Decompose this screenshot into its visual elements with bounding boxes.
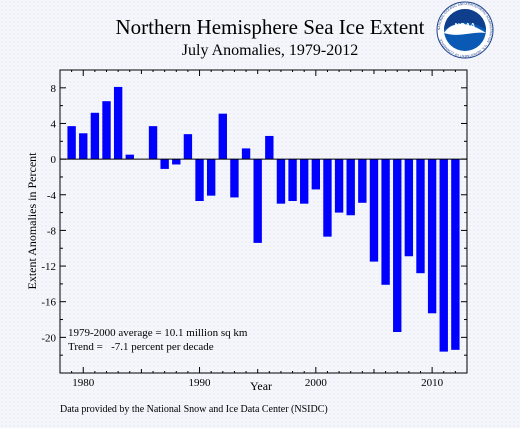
bar-1984 <box>125 154 134 160</box>
bar-2004 <box>358 159 367 203</box>
bar-1980 <box>79 133 88 160</box>
bar-2000 <box>311 159 321 190</box>
bar-2011 <box>439 159 448 352</box>
y-tick-label: 0 <box>51 154 57 166</box>
bar-1983 <box>113 86 123 160</box>
bar-1981 <box>90 112 100 160</box>
bar-1992 <box>218 113 227 160</box>
y-axis: 8 4 0 -4 -8 -12 -16 -20 <box>41 69 467 356</box>
bar-1987 <box>160 159 169 169</box>
annotation-average: 1979-2000 average = 10.1 million sq km <box>68 327 248 339</box>
x-tick-label: 2010 <box>421 377 444 389</box>
bar-2007 <box>393 159 402 333</box>
bar-1995 <box>253 159 262 243</box>
chart-subtitle: July Anomalies, 1979-2012 <box>182 42 358 59</box>
x-tick-label: 1980 <box>72 377 95 389</box>
bar-1993 <box>230 159 239 198</box>
source-credit: Data provided by the National Snow and I… <box>60 404 328 415</box>
y-tick-label: -20 <box>41 332 56 344</box>
noaa-logo-text: NOAA <box>455 23 476 30</box>
y-tick-label: -4 <box>47 190 57 202</box>
bar-1997 <box>276 159 286 204</box>
x-axis: 1980 1990 2000 2010 <box>59 70 468 389</box>
plot-frame <box>59 69 468 374</box>
y-tick-label: 8 <box>51 83 57 95</box>
bar-series <box>67 86 460 352</box>
bar-2001 <box>323 159 332 237</box>
bar-1999 <box>300 159 309 204</box>
bar-2006 <box>381 159 390 285</box>
y-tick-label: 4 <box>51 118 57 130</box>
bar-1991 <box>206 159 216 196</box>
y-axis-label: Extent Anomalies in Percent <box>25 152 39 290</box>
y-tick-label: -8 <box>47 225 57 237</box>
bar-2005 <box>369 159 379 262</box>
x-tick-label: 2000 <box>305 377 328 389</box>
bar-1982 <box>102 101 111 160</box>
bar-2008 <box>404 159 414 257</box>
bar-2012 <box>451 159 460 350</box>
y-tick-label: -12 <box>41 261 56 273</box>
bar-1998 <box>288 159 297 202</box>
bar-1979 <box>67 126 76 160</box>
bar-2003 <box>346 159 355 216</box>
noaa-logo: NOAA NATIONAL OCEANIC AND ATMOSPHERIC AD… <box>436 1 494 59</box>
bar-1989 <box>183 134 193 160</box>
y-tick-label: -16 <box>41 297 56 309</box>
bar-1988 <box>172 159 181 165</box>
chart-title: Northern Hemisphere Sea Ice Extent <box>115 15 424 39</box>
bar-1994 <box>241 148 251 160</box>
bar-1990 <box>195 159 204 202</box>
bar-1986 <box>148 126 158 160</box>
bar-2009 <box>416 159 425 274</box>
x-axis-label: Year <box>250 379 272 393</box>
bar-2010 <box>427 159 437 314</box>
bar-2002 <box>334 159 344 213</box>
annotation-trend: Trend = -7.1 percent per decade <box>68 341 214 353</box>
bar-1996 <box>265 135 274 160</box>
x-tick-label: 1990 <box>189 377 212 389</box>
